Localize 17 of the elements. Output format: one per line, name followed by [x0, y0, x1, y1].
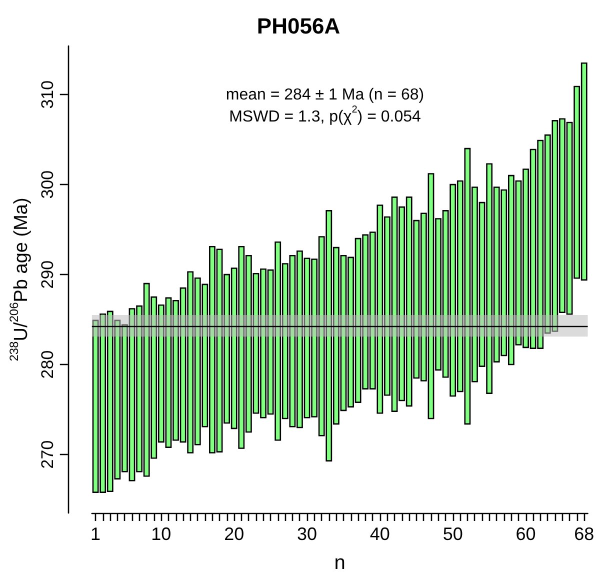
x-tick-label: 60 [516, 524, 536, 544]
x-tick-label: 30 [297, 524, 318, 544]
x-tick-label: 68 [574, 524, 594, 544]
y-tick-label: 290 [38, 260, 57, 289]
y-tick-label: 300 [38, 170, 57, 199]
x-tick-label: 1 [90, 524, 101, 544]
x-axis-title: n [334, 552, 346, 574]
x-tick-label: 50 [442, 524, 463, 544]
y-axis-title: 238U/206Pb age (Ma) [7, 198, 32, 362]
y-tick-label: 270 [38, 440, 57, 469]
annotation: mean = 284 ± 1 Ma (n = 68) [226, 86, 424, 104]
x-tick-label: 40 [370, 524, 390, 544]
chart-title: PH056A [256, 14, 340, 38]
x-tick-label: 20 [224, 524, 244, 544]
y-tick-label: 280 [38, 350, 57, 379]
x-tick-label: 10 [151, 524, 172, 544]
y-tick-label: 310 [38, 80, 57, 109]
